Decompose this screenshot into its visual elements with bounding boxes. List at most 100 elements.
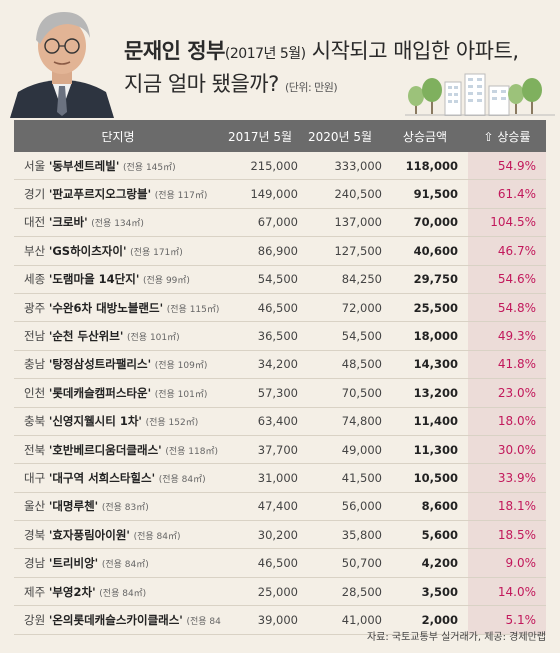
title-area: 문재인 정부(2017년 5월) 시작되고 매입한 아파트, 지금 얼마 됐을까… [124, 36, 554, 103]
area: (전용 134㎡) [91, 219, 144, 230]
title-paren: (2017년 5월) [224, 46, 306, 62]
region: 서울 [24, 158, 46, 173]
increase-rate: 30.0% [468, 435, 546, 464]
region: 경북 [24, 527, 46, 542]
header-2017: 2017년 5월 [227, 129, 293, 144]
price-2017: 57,300 [257, 385, 298, 400]
region: 인천 [24, 385, 46, 400]
price-2017: 215,000 [250, 158, 298, 173]
region: 대구 [24, 470, 46, 485]
apartment-name: '동부센트레빌' [48, 158, 120, 173]
region: 부산 [24, 243, 46, 258]
price-2020: 84,250 [341, 272, 382, 287]
increase-amount: 29,750 [413, 272, 458, 287]
apartment-name: '신영지웰시티 1차' [48, 414, 142, 429]
area: (전용 84㎡) [133, 531, 181, 542]
increase-amount: 2,000 [421, 612, 458, 627]
increase-amount: 11,400 [413, 414, 458, 429]
increase-amount: 70,000 [413, 215, 458, 230]
area: (전용 118㎡) [165, 446, 218, 457]
area: (전용 117㎡) [154, 191, 208, 202]
price-2017: 46,500 [257, 300, 298, 315]
table-row: 광주 '수완6차 대방노블랜드' (전용 115㎡) 46,500 72,000 25… [14, 293, 546, 323]
table-row: 경남 '트리비앙' (전용 84㎡) 46,500 50,700 4,200 9.0% [14, 549, 546, 578]
table-row: 대구 '대구역 서희스타힐스' (전용 84㎡) 31,000 41,500 10,5… [14, 464, 546, 493]
price-2017: 86,900 [257, 243, 298, 258]
price-2020: 48,500 [341, 357, 382, 372]
table-body: 서울 '동부센트레빌' (전용 145㎡) 215,000 333,000 118,0… [14, 152, 546, 635]
table-header: 단지명 2017년 5월 2020년 5월 상승금액 ⇧ 상승률 [14, 120, 546, 152]
apartment-name: '도램마을 14단지' [48, 272, 140, 287]
region: 전북 [24, 442, 46, 457]
apartment-name: '탕정삼성트라팰리스' [48, 357, 152, 372]
apartment-name-cell: 경북 '효자풍림아이원' (전용 84㎡) [14, 527, 222, 543]
apartment-name-cell: 대전 '크로바' (전용 134㎡) [14, 214, 222, 230]
price-2017: 54,500 [257, 272, 298, 287]
table-row: 울산 '대명루첸' (전용 83㎡) 47,400 56,000 8,600 18.1% [14, 492, 546, 522]
increase-rate: 61.4% [468, 180, 546, 208]
apartment-name: '대명루첸' [48, 499, 99, 514]
price-2020: 41,500 [341, 470, 382, 485]
apartment-name: '롯데캐슬캠퍼스타운' [48, 385, 152, 400]
apartment-name: '트리비앙' [48, 556, 99, 571]
price-2020: 41,000 [341, 612, 382, 627]
price-2017: 37,700 [257, 442, 298, 457]
increase-rate: 104.5% [468, 208, 546, 237]
increase-amount: 14,300 [413, 357, 458, 372]
title-bold: 문재인 정부 [124, 39, 225, 63]
table-row: 충남 '탕정삼성트라팰리스' (전용 109㎡) 34,200 48,500 14,3… [14, 350, 546, 380]
area: (전용 101㎡) [154, 389, 208, 400]
table-row: 경기 '판교푸르지오그랑블' (전용 117㎡) 149,000 240,500 91… [14, 180, 546, 209]
apartment-name-cell: 충북 '신영지웰시티 1차' (전용 152㎡) [14, 413, 222, 429]
source-footer: 자료: 국토교통부 실거래가, 제공: 경제만랩 [366, 632, 546, 643]
apartment-name: '순천 두산위브' [48, 329, 124, 344]
apartment-name-cell: 경기 '판교푸르지오그랑블' (전용 117㎡) [14, 186, 222, 202]
apartment-name-cell: 제주 '부영2차' (전용 84㎡) [14, 584, 222, 600]
apartment-name: '부영2차' [48, 584, 96, 599]
price-2017: 63,400 [257, 414, 298, 429]
table-row: 인천 '롯데캐슬캠퍼스타운' (전용 101㎡) 57,300 70,500 13,2… [14, 379, 546, 408]
area: (전용 84㎡) [186, 616, 223, 627]
apartment-name-cell: 인천 '롯데캐슬캠퍼스타운' (전용 101㎡) [14, 385, 222, 401]
price-2020: 74,800 [341, 414, 382, 429]
apartment-name: '효자풍림아이원' [48, 527, 130, 542]
region: 충남 [24, 357, 46, 372]
region: 경기 [24, 187, 46, 202]
area: (전용 152㎡) [145, 418, 199, 429]
apartment-name-cell: 광주 '수완6차 대방노블랜드' (전용 115㎡) [14, 300, 222, 316]
table-row: 제주 '부영2차' (전용 84㎡) 25,000 28,500 3,500 14.0% [14, 577, 546, 607]
apartment-name-cell: 대구 '대구역 서희스타힐스' (전용 84㎡) [14, 470, 222, 486]
increase-amount: 5,600 [421, 527, 458, 542]
area: (전용 171㎡) [130, 247, 183, 258]
region: 경남 [24, 556, 46, 571]
price-2017: 25,000 [257, 584, 298, 599]
apartment-name-cell: 강원 '온의롯데캐슬스카이클래스' (전용 84㎡) [14, 612, 222, 628]
price-2017: 46,500 [257, 556, 298, 571]
area: (전용 101㎡) [127, 333, 180, 344]
apartment-name-cell: 전북 '호반베르디움더클래스' (전용 118㎡) [14, 442, 222, 458]
increase-amount: 10,500 [413, 470, 458, 485]
apartment-name: '호반베르디움더클래스' [48, 442, 162, 457]
area: (전용 145㎡) [123, 162, 176, 173]
increase-amount: 13,200 [413, 385, 458, 400]
apartment-name-cell: 경남 '트리비앙' (전용 84㎡) [14, 555, 222, 571]
price-2020: 240,500 [334, 187, 382, 202]
increase-rate: 33.9% [468, 464, 546, 492]
increase-rate: 46.7% [468, 237, 546, 265]
increase-amount: 18,000 [413, 329, 458, 344]
increase-amount: 40,600 [413, 243, 458, 258]
apartment-name: 'GS하이츠자이' [48, 243, 127, 258]
area: (전용 109㎡) [154, 361, 208, 372]
table-row: 강원 '온의롯데캐슬스카이클래스' (전용 84㎡) 39,000 41,000 2,… [14, 606, 546, 635]
increase-rate: 18.5% [468, 521, 546, 549]
price-2020: 127,500 [334, 243, 382, 258]
area: (전용 99㎡) [143, 276, 190, 287]
price-2020: 49,000 [341, 442, 382, 457]
area: (전용 84㎡) [99, 588, 147, 599]
title-line-1: 문재인 정부(2017년 5월) 시작되고 매입한 아파트, [124, 36, 554, 69]
increase-amount: 25,500 [413, 300, 458, 315]
increase-rate: 18.0% [468, 407, 546, 435]
region: 울산 [24, 499, 46, 514]
increase-rate: 18.1% [468, 492, 546, 521]
region: 대전 [24, 215, 46, 230]
